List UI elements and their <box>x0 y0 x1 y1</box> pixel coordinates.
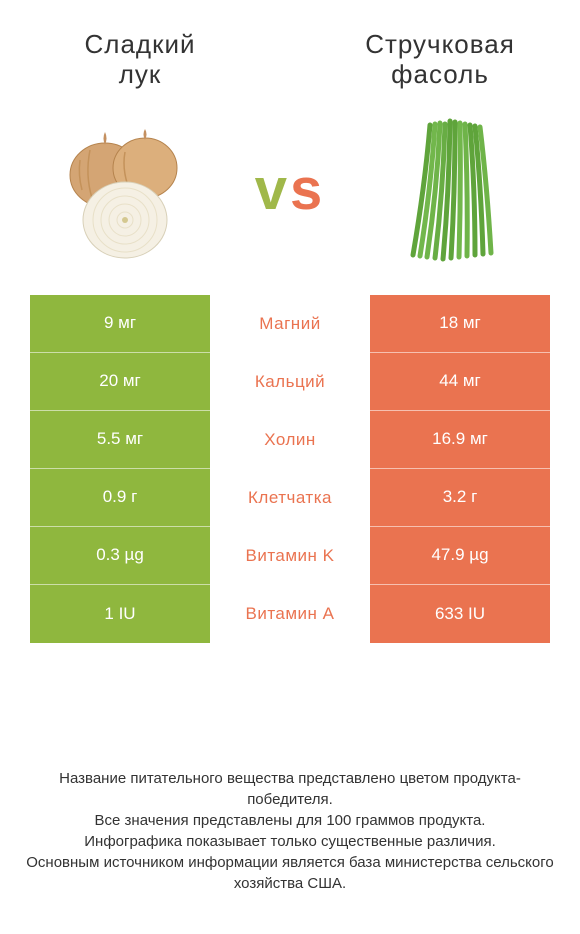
vs-label: vs <box>255 156 326 223</box>
table-row: 0.3 µgВитамин K47.9 µg <box>30 527 550 585</box>
cell-left: 5.5 мг <box>30 411 210 469</box>
cell-label: Кальций <box>210 353 370 411</box>
table-row: 0.9 гКлетчатка3.2 г <box>30 469 550 527</box>
header: Сладкийлук Стручковаяфасоль <box>0 0 580 100</box>
cell-left: 0.9 г <box>30 469 210 527</box>
footer-text: Название питательного вещества представл… <box>0 768 580 934</box>
cell-right: 47.9 µg <box>370 527 550 585</box>
table-row: 20 мгКальций44 мг <box>30 353 550 411</box>
cell-label: Холин <box>210 411 370 469</box>
cell-left: 1 IU <box>30 585 210 643</box>
table-row: 1 IUВитамин A633 IU <box>30 585 550 643</box>
cell-right: 3.2 г <box>370 469 550 527</box>
cell-left: 0.3 µg <box>30 527 210 585</box>
cell-left: 20 мг <box>30 353 210 411</box>
cell-label: Витамин A <box>210 585 370 643</box>
comparison-table: 9 мгМагний18 мг20 мгКальций44 мг5.5 мгХо… <box>0 295 580 643</box>
cell-label: Магний <box>210 295 370 353</box>
right-title: Стручковаяфасоль <box>340 30 540 90</box>
cell-label: Клетчатка <box>210 469 370 527</box>
cell-right: 44 мг <box>370 353 550 411</box>
cell-right: 18 мг <box>370 295 550 353</box>
table-row: 9 мгМагний18 мг <box>30 295 550 353</box>
cell-right: 633 IU <box>370 585 550 643</box>
beans-image <box>380 115 530 265</box>
left-title: Сладкийлук <box>40 30 240 90</box>
cell-right: 16.9 мг <box>370 411 550 469</box>
cell-label: Витамин K <box>210 527 370 585</box>
images-row: vs <box>0 100 580 295</box>
table-row: 5.5 мгХолин16.9 мг <box>30 411 550 469</box>
onion-image <box>50 115 200 265</box>
cell-left: 9 мг <box>30 295 210 353</box>
